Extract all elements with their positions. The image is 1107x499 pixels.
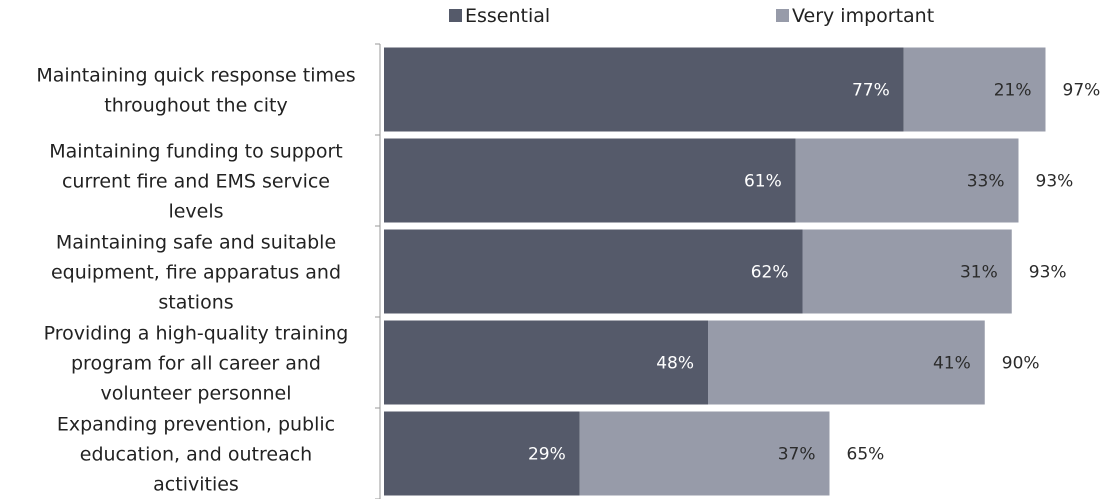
bar-segment-essential (384, 47, 904, 132)
category-label: Providing a high-quality training program… (44, 323, 349, 405)
category-labels: Maintaining quick response times througho… (36, 65, 355, 496)
bar-segment-very-important (708, 320, 985, 405)
category-label: Maintaining safe and suitable equipment, … (51, 232, 341, 314)
bar-segment-essential (384, 229, 803, 314)
data-label: 37% (778, 445, 816, 465)
total-label: 65% (847, 445, 885, 465)
bars: 77% 21% 97% 61% 33% 93% 62% 31% 93% 48% 41% 90% 29% 3… (384, 47, 1101, 496)
legend-label: Very important (792, 5, 934, 27)
total-label: 93% (1036, 172, 1074, 192)
legend: Essential Very important (449, 5, 934, 27)
data-label: 77% (852, 81, 890, 101)
bar-segment-essential (384, 138, 796, 223)
bar-segment-very-important (802, 229, 1012, 314)
category-axis (375, 43, 381, 499)
data-label: 31% (960, 263, 998, 283)
data-label: 48% (656, 354, 694, 374)
legend-label: Essential (465, 5, 550, 27)
bar-segment-very-important (903, 47, 1046, 132)
total-label: 90% (1002, 354, 1040, 374)
bar-segment-very-important (795, 138, 1019, 223)
bar-segment-very-important (579, 411, 830, 496)
data-label: 41% (933, 354, 971, 374)
category-label: Maintaining funding to support current fi… (49, 141, 343, 223)
data-label: 29% (528, 445, 566, 465)
category-label: Expanding prevention, public education, a… (57, 414, 335, 496)
data-label: 62% (751, 263, 789, 283)
category-label: Maintaining quick response times througho… (36, 65, 355, 117)
legend-swatch-very-important (776, 9, 789, 22)
data-label: 21% (994, 81, 1032, 101)
legend-swatch-essential (449, 9, 462, 22)
data-label: 33% (967, 172, 1005, 192)
total-label: 97% (1063, 81, 1101, 101)
bar-segment-essential (384, 320, 708, 405)
total-label: 93% (1029, 263, 1067, 283)
bar-segment-essential (384, 411, 580, 496)
data-label: 61% (744, 172, 782, 192)
